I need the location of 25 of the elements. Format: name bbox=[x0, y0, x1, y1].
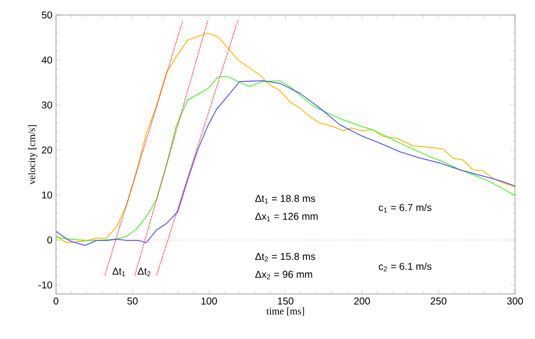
x-tick-label: 150 bbox=[278, 298, 294, 305]
annotation: Δx$_{2}$ = 96 mm bbox=[255, 270, 312, 280]
y-tick-label: 40 bbox=[42, 56, 52, 64]
annotation: Δt$_{2}$ = 15.8 ms bbox=[255, 252, 316, 262]
annotation: Δx$_{1}$ = 126 mm bbox=[255, 212, 318, 222]
annotation: Δt$_{1}$ bbox=[112, 268, 126, 276]
x-tick-label: 100 bbox=[201, 298, 217, 305]
annotation: c$_{2}$ = 6.1 m/s bbox=[378, 262, 432, 272]
y-tick-label: 50 bbox=[42, 11, 52, 19]
annotation: Δt$_{2}$ bbox=[138, 268, 150, 276]
x-tick-label: 250 bbox=[430, 298, 446, 305]
y-tick-label: 10 bbox=[42, 191, 52, 199]
x-tick-label: 300 bbox=[507, 298, 523, 305]
x-axis-title: time [ms] bbox=[266, 307, 304, 316]
y-tick-label: 30 bbox=[42, 101, 52, 109]
x-tick-label: 200 bbox=[354, 298, 370, 305]
x-tick-label: 50 bbox=[127, 298, 138, 305]
x-tick-label: 0 bbox=[54, 298, 58, 305]
y-tick-label: -10 bbox=[38, 281, 52, 289]
y-tick-label: 0 bbox=[47, 236, 52, 244]
y-axis-title: velocity [cm/s] bbox=[28, 125, 38, 185]
annotation: Δt$_{1}$ = 18.8 ms bbox=[255, 194, 316, 204]
annotation: c$_{1}$ = 6.7 m/s bbox=[378, 204, 432, 212]
y-tick-label: 20 bbox=[42, 146, 52, 154]
line-series bbox=[56, 32, 516, 244]
